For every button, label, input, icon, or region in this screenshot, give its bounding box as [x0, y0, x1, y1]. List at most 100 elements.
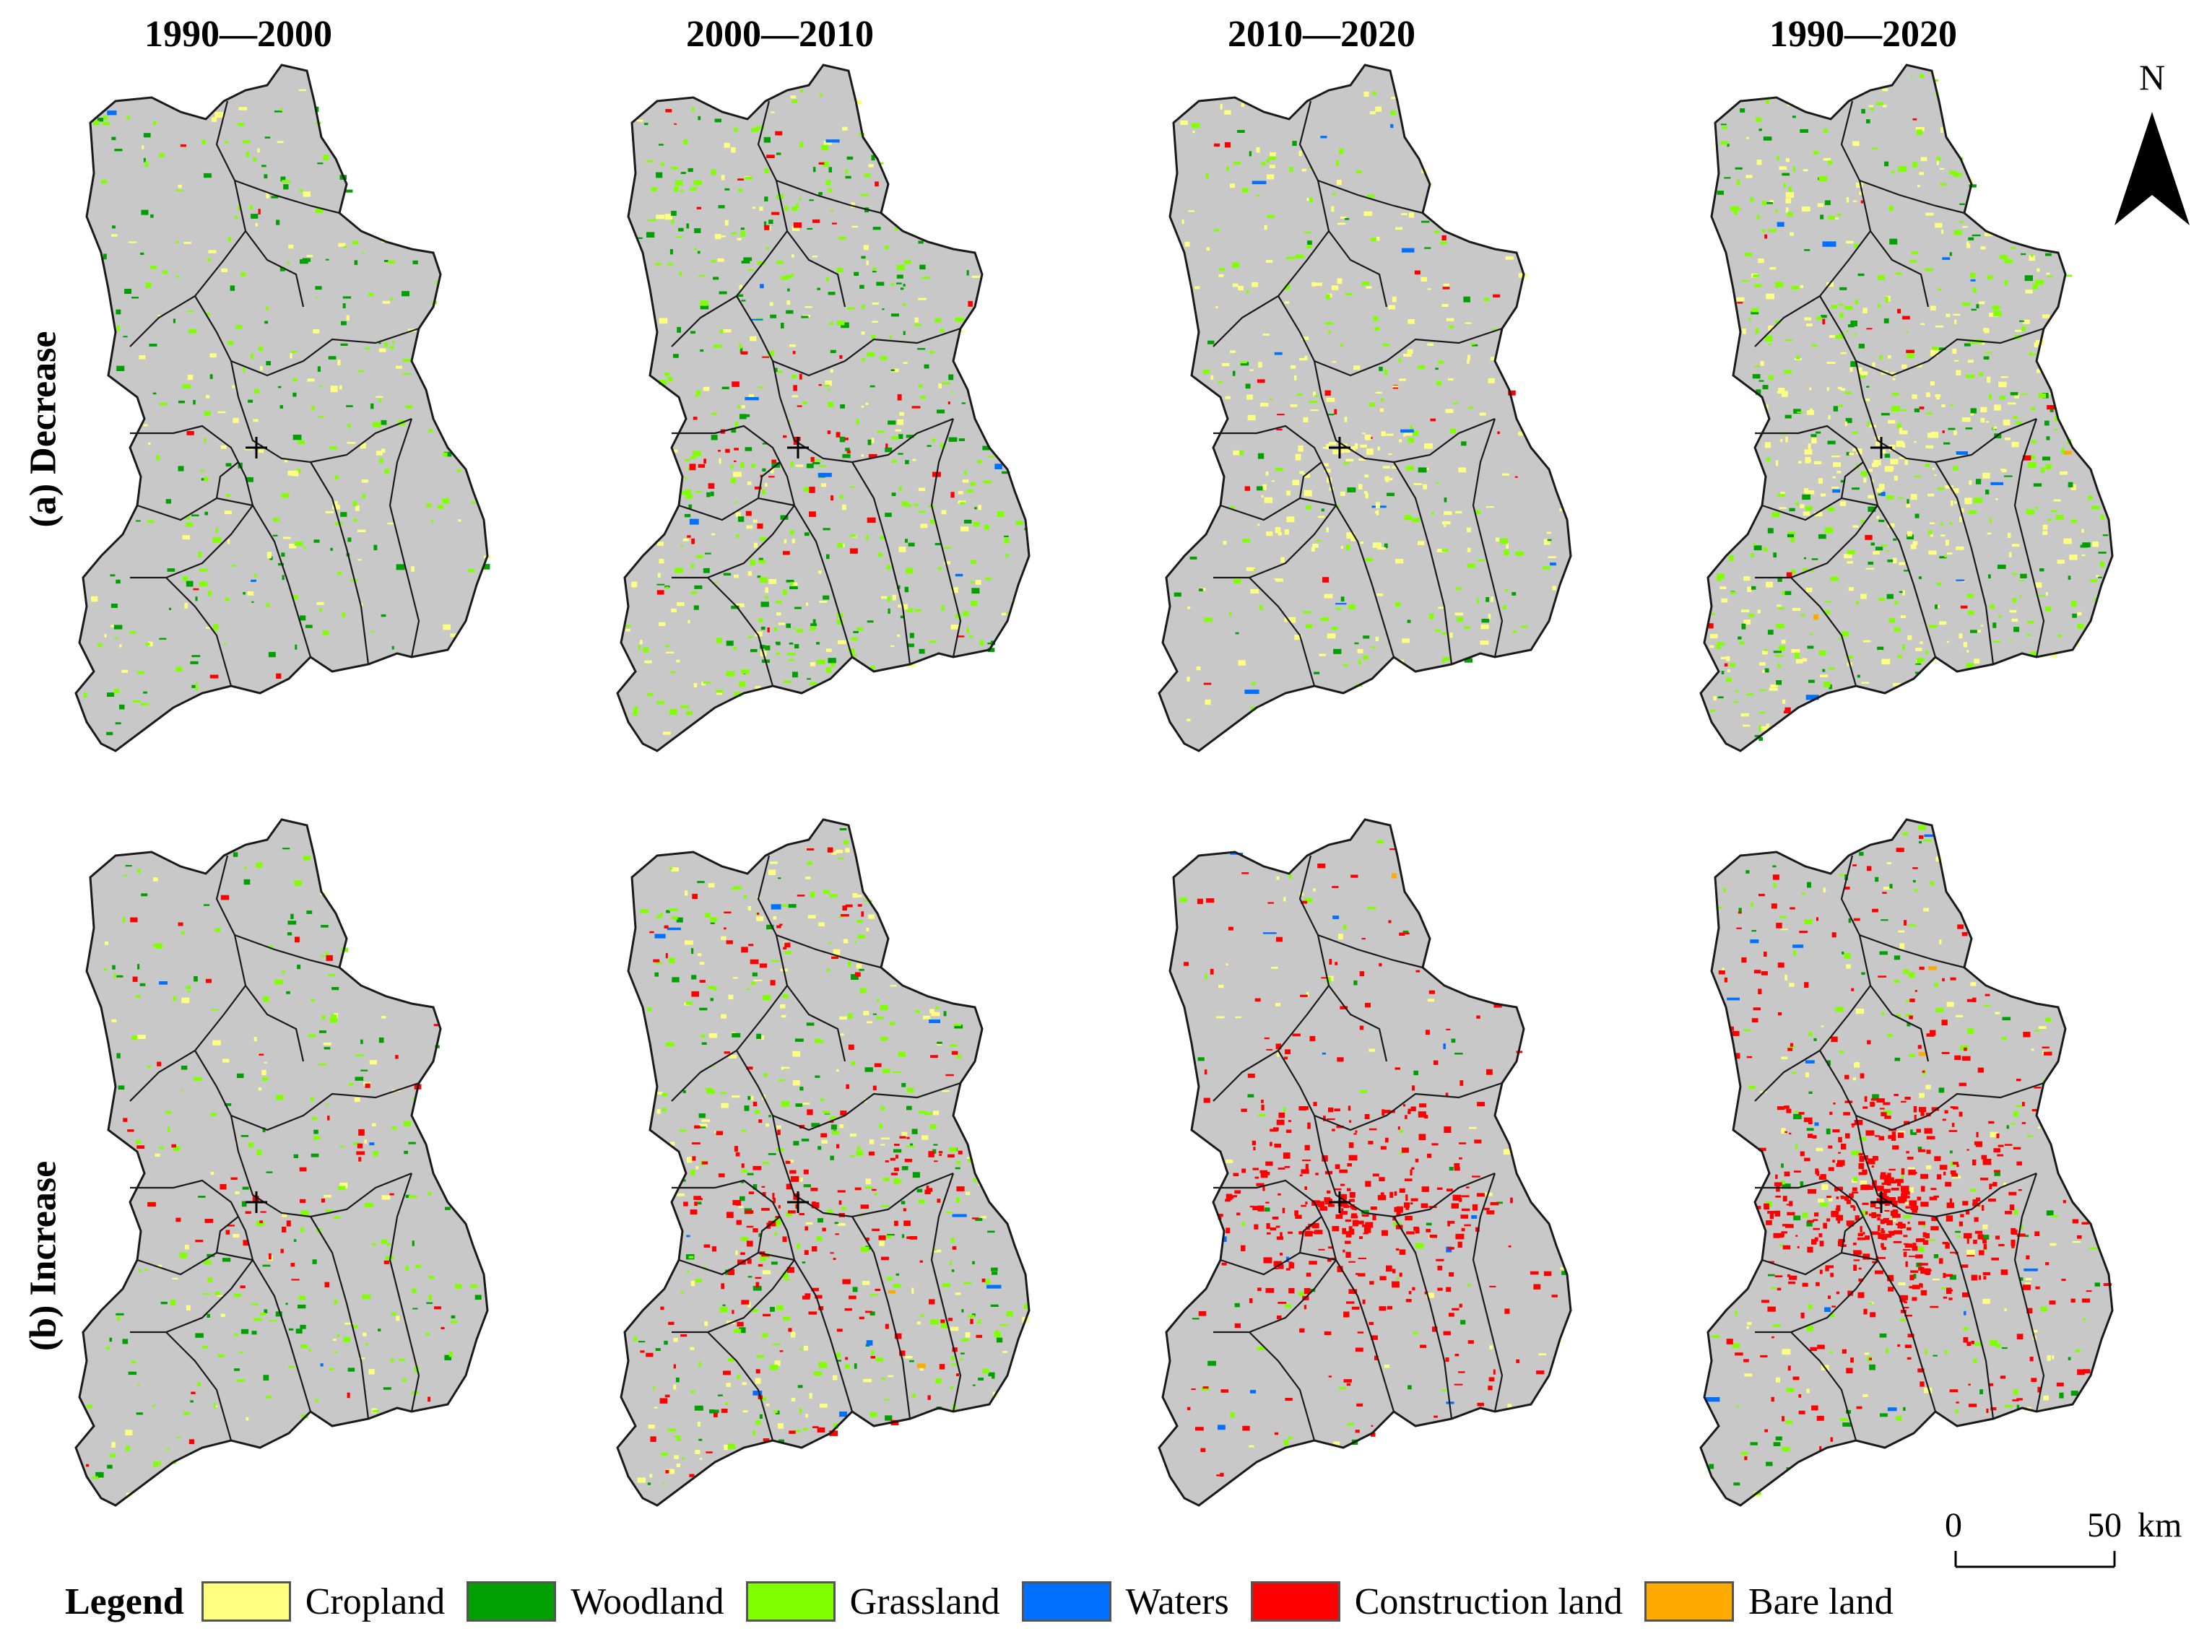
woodland-patch	[1948, 427, 1956, 430]
district-boundary	[1249, 577, 1316, 687]
construction-land-patch	[1359, 1025, 1364, 1030]
grassland-patch	[1777, 663, 1781, 669]
construction-land-patch	[1475, 1227, 1480, 1232]
cropland-patch	[966, 1157, 970, 1159]
construction-land-patch	[1431, 1143, 1439, 1146]
grassland-patch	[647, 1007, 652, 1012]
cropland-patch	[1920, 157, 1927, 162]
change-cluster-patch	[1949, 1198, 1953, 1204]
grassland-patch	[762, 1333, 768, 1338]
woodland-patch	[1402, 930, 1409, 934]
grassland-patch	[985, 1279, 990, 1284]
change-cluster-patch	[1399, 439, 1402, 443]
change-cluster-patch	[1260, 1172, 1268, 1178]
construction-land-patch	[890, 1173, 898, 1175]
waters-patch	[1887, 1407, 1897, 1412]
change-cluster-patch	[1994, 404, 2001, 411]
grassland-patch	[817, 659, 825, 664]
cropland-patch	[2042, 531, 2048, 535]
grassland-patch	[830, 1116, 836, 1120]
grassland-patch	[690, 564, 695, 568]
grassland-patch	[1716, 643, 1721, 649]
construction-land-patch	[2072, 1219, 2079, 1224]
grassland-patch	[2061, 448, 2065, 454]
cropland-patch	[778, 622, 786, 625]
change-cluster-patch	[1811, 438, 1817, 444]
cropland-patch	[1480, 640, 1489, 645]
cropland-patch	[1785, 192, 1794, 198]
cropland-patch	[91, 596, 98, 602]
cropland-patch	[325, 510, 334, 513]
cropland-patch	[209, 353, 217, 358]
woodland-patch	[972, 1384, 976, 1386]
construction-land-patch	[2022, 455, 2031, 461]
grassland-patch	[347, 424, 351, 428]
change-cluster-patch	[1823, 1222, 1827, 1229]
change-cluster-patch	[1345, 1231, 1352, 1238]
grassland-patch	[762, 1162, 770, 1165]
cropland-patch	[929, 1009, 934, 1014]
construction-land-patch	[1442, 287, 1450, 290]
grassland-patch	[470, 501, 476, 504]
grassland-patch	[656, 915, 662, 918]
change-cluster-patch	[1901, 1186, 1909, 1192]
cropland-patch	[914, 317, 919, 323]
grassland-patch	[2045, 464, 2052, 470]
cropland-patch	[306, 255, 313, 257]
grassland-patch	[906, 609, 914, 612]
woodland-patch	[1249, 151, 1252, 157]
construction-land-patch	[130, 917, 138, 923]
woodland-patch	[1935, 604, 1938, 609]
change-cluster-patch	[1919, 1283, 1922, 1287]
construction-land-patch	[2023, 1032, 2031, 1038]
grassland-patch	[1810, 633, 1813, 635]
woodland-patch	[1875, 547, 1883, 551]
woodland-patch	[1907, 1022, 1911, 1027]
cropland-patch	[1332, 450, 1341, 455]
cropland-patch	[1912, 394, 1917, 399]
woodland-patch	[694, 1405, 703, 1411]
construction-land-patch	[757, 523, 763, 529]
woodland-patch	[901, 1234, 905, 1238]
construction-land-patch	[1787, 1365, 1791, 1371]
woodland-patch	[143, 157, 146, 162]
construction-land-patch	[1277, 414, 1285, 416]
woodland-patch	[360, 1069, 368, 1071]
change-cluster-patch	[1380, 1192, 1384, 1196]
woodland-patch	[1878, 493, 1883, 496]
construction-land-patch	[1738, 911, 1742, 913]
change-cluster-patch	[1858, 1162, 1865, 1170]
grassland-patch	[1918, 1246, 1925, 1252]
grassland-patch	[823, 1110, 830, 1114]
woodland-patch	[123, 336, 128, 338]
grassland-patch	[1205, 973, 1207, 980]
woodland-patch	[638, 1341, 646, 1343]
change-cluster-patch	[1399, 1272, 1402, 1277]
change-cluster-patch	[1444, 511, 1452, 516]
woodland-patch	[744, 1105, 750, 1111]
change-cluster-patch	[290, 353, 292, 359]
cropland-patch	[673, 449, 678, 453]
change-cluster-patch	[1423, 484, 1427, 490]
construction-land-patch	[870, 1356, 875, 1359]
change-cluster-patch	[1388, 453, 1392, 456]
construction-land-patch	[1977, 1067, 1984, 1073]
grassland-patch	[1775, 320, 1781, 323]
construction-land-patch	[1952, 1162, 1959, 1165]
construction-land-patch	[1782, 1416, 1784, 1422]
grassland-patch	[334, 475, 339, 480]
woodland-patch	[859, 969, 864, 971]
construction-land-patch	[1224, 142, 1231, 148]
grassland-patch	[869, 665, 875, 670]
grassland-patch	[1860, 375, 1866, 378]
woodland-patch	[1826, 1129, 1831, 1134]
grassland-patch	[1417, 365, 1426, 370]
cropland-patch	[1742, 329, 1746, 334]
waters-patch	[1400, 429, 1414, 433]
change-cluster-patch	[1340, 1183, 1345, 1186]
woodland-patch	[987, 1230, 995, 1233]
cropland-patch	[2037, 369, 2042, 373]
change-cluster-patch	[758, 1264, 763, 1267]
grassland-patch	[823, 385, 830, 387]
waters-patch	[654, 934, 666, 939]
